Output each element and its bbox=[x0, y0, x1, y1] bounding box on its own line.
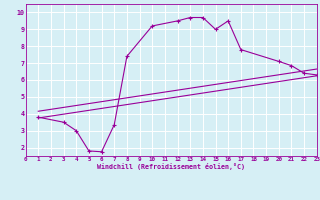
X-axis label: Windchill (Refroidissement éolien,°C): Windchill (Refroidissement éolien,°C) bbox=[97, 163, 245, 170]
